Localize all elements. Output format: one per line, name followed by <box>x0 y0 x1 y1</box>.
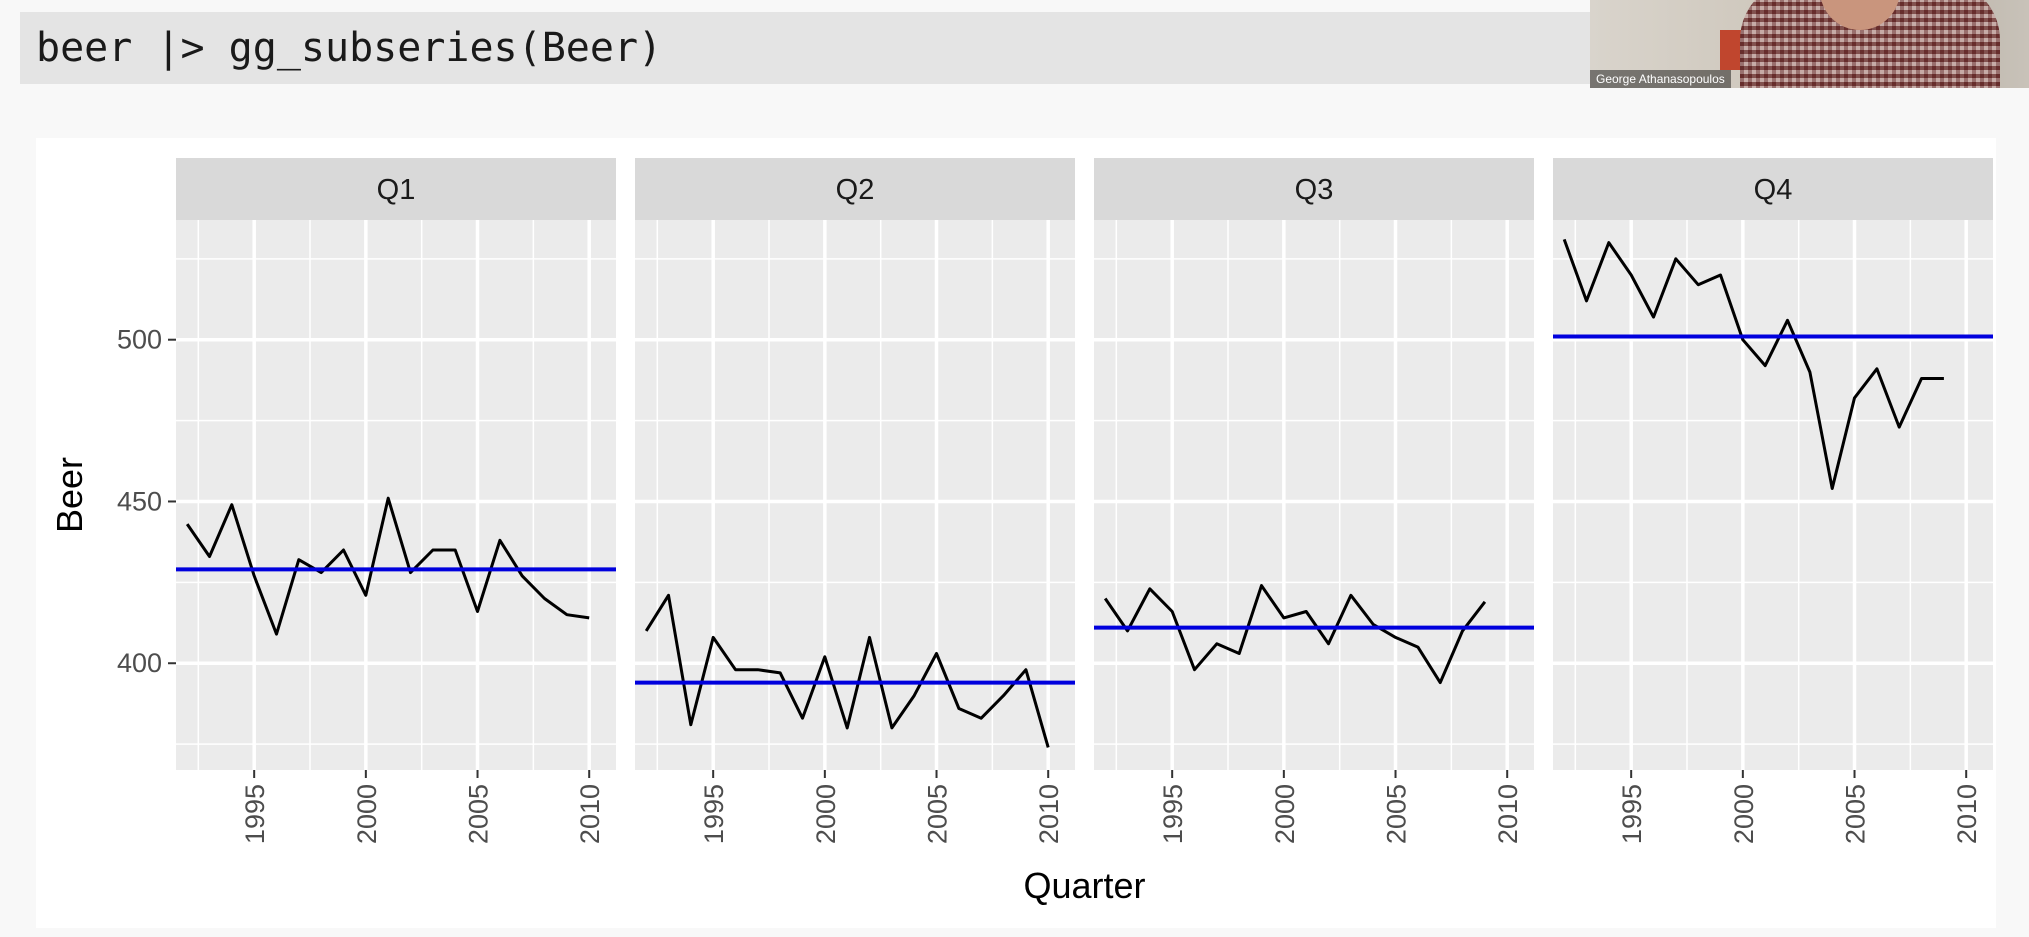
subseries-chart: 400 450 500 Beer Quarter Q1 1995 2000 2005 2010 Q2… <box>49 158 1993 906</box>
x-tick-label: 2000 <box>811 784 841 844</box>
facet-label-q3: Q3 <box>1295 174 1334 206</box>
facet-label-q2: Q2 <box>836 174 875 206</box>
video-thumbnail[interactable]: George Athanasopoulos <box>1590 0 2029 88</box>
series-line-q2 <box>644 593 1050 748</box>
series-line-q1 <box>185 496 590 636</box>
x-tick-label: 2000 <box>1729 784 1759 844</box>
x-tick-label: 2005 <box>1841 784 1871 844</box>
facet-strip-q3 <box>1094 158 1534 220</box>
x-tick-label: 2005 <box>1382 784 1412 844</box>
code-text: beer |> gg_subseries(Beer) <box>36 25 663 71</box>
facet-background <box>176 220 616 770</box>
y-tick-label: 450 <box>117 486 162 516</box>
facet-background <box>1094 220 1534 770</box>
x-tick-label: 2000 <box>352 784 382 844</box>
facet-label-q4: Q4 <box>1754 174 1793 206</box>
series-line-q3 <box>1103 584 1487 685</box>
x-tick-label: 1995 <box>1617 784 1647 844</box>
video-participant-name: George Athanasopoulos <box>1590 70 1731 88</box>
x-tick-label: 2010 <box>1952 784 1982 844</box>
facet-strip-q1 <box>176 158 616 220</box>
y-tick-label: 400 <box>117 648 162 678</box>
y-axis-title: Beer <box>49 457 90 533</box>
x-axis-title: Quarter <box>1023 865 1145 906</box>
facet-background <box>1553 220 1993 770</box>
x-tick-label: 2010 <box>575 784 605 844</box>
chart-panel: 400 450 500 Beer Quarter Q1 1995 2000 2005 2010 Q2… <box>36 138 1996 928</box>
series-line-q4 <box>1562 238 1944 490</box>
x-tick-label: 1995 <box>240 784 270 844</box>
facet-label-q1: Q1 <box>377 174 416 206</box>
x-tick-label: 2005 <box>464 784 494 844</box>
x-tick-label: 1995 <box>1158 784 1188 844</box>
y-tick-label: 500 <box>117 325 162 355</box>
facet-strip-q2 <box>635 158 1075 220</box>
facet-strip-q4 <box>1553 158 1993 220</box>
x-tick-label: 2010 <box>1034 784 1064 844</box>
facet-background <box>635 220 1075 770</box>
x-tick-label: 2010 <box>1493 784 1523 844</box>
x-tick-label: 2000 <box>1270 784 1300 844</box>
x-tick-label: 1995 <box>699 784 729 844</box>
x-tick-label: 2005 <box>923 784 953 844</box>
code-cell: beer |> gg_subseries(Beer) <box>20 12 1590 84</box>
